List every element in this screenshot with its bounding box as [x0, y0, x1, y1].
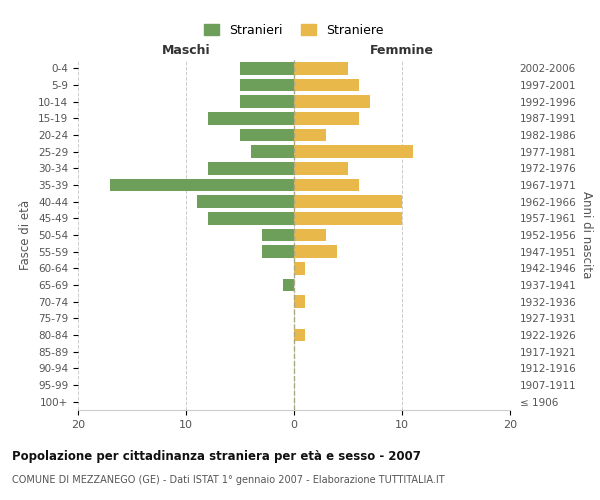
Bar	[294, 262, 305, 274]
Bar	[110, 179, 294, 192]
Bar	[294, 229, 326, 241]
Bar	[294, 96, 370, 108]
Legend: Stranieri, Straniere: Stranieri, Straniere	[198, 18, 390, 43]
Bar	[294, 112, 359, 124]
Bar	[240, 129, 294, 141]
Bar	[262, 246, 294, 258]
Bar	[197, 196, 294, 208]
Bar	[240, 96, 294, 108]
Y-axis label: Anni di nascita: Anni di nascita	[580, 192, 593, 278]
Text: Popolazione per cittadinanza straniera per età e sesso - 2007: Popolazione per cittadinanza straniera p…	[12, 450, 421, 463]
Bar	[294, 129, 326, 141]
Bar	[294, 79, 359, 92]
Bar	[294, 146, 413, 158]
Bar	[294, 162, 348, 174]
Bar	[294, 296, 305, 308]
Text: Femmine: Femmine	[370, 44, 434, 57]
Bar	[294, 212, 402, 224]
Bar	[240, 79, 294, 92]
Bar	[208, 162, 294, 174]
Y-axis label: Fasce di età: Fasce di età	[19, 200, 32, 270]
Bar	[251, 146, 294, 158]
Bar	[294, 196, 402, 208]
Bar	[262, 229, 294, 241]
Bar	[294, 329, 305, 341]
Bar	[208, 212, 294, 224]
Text: COMUNE DI MEZZANEGO (GE) - Dati ISTAT 1° gennaio 2007 - Elaborazione TUTTITALIA.: COMUNE DI MEZZANEGO (GE) - Dati ISTAT 1°…	[12, 475, 445, 485]
Bar	[294, 62, 348, 74]
Bar	[294, 179, 359, 192]
Bar	[283, 279, 294, 291]
Bar	[208, 112, 294, 124]
Bar	[294, 246, 337, 258]
Text: Maschi: Maschi	[161, 44, 211, 57]
Bar	[240, 62, 294, 74]
